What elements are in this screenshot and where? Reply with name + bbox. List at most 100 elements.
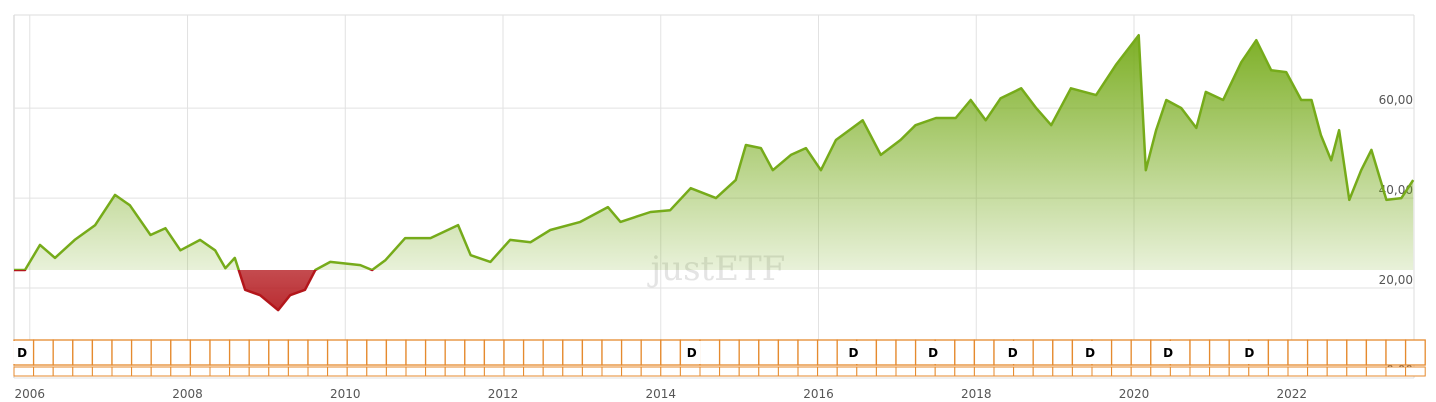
band-cell <box>444 339 466 366</box>
band-cell <box>346 366 368 377</box>
band-cell <box>464 339 486 366</box>
y-tick-label: 20,00 <box>1379 273 1413 287</box>
band-cell <box>503 366 525 377</box>
x-tick-label: 2020 <box>1119 387 1150 401</box>
area-above <box>14 35 1414 271</box>
band-cell <box>150 366 172 377</box>
band-cell <box>1209 366 1230 377</box>
band-cell <box>1346 339 1368 366</box>
x-tick-label: 2022 <box>1276 387 1307 401</box>
band-cell <box>444 366 466 377</box>
band-cell <box>248 339 270 366</box>
band-cell <box>1306 339 1328 366</box>
band-cell <box>621 366 642 377</box>
band-cell <box>1130 339 1152 366</box>
band-cell <box>483 339 505 366</box>
band-cell <box>464 366 485 377</box>
band-cell <box>33 366 54 377</box>
band-cell <box>1248 366 1269 377</box>
band-cell <box>405 339 427 366</box>
x-tick-label: 2018 <box>961 387 992 401</box>
band-cell <box>1071 366 1093 377</box>
x-tick-label: 2008 <box>172 387 203 401</box>
area-below <box>14 270 1414 311</box>
band-cell <box>1111 366 1132 377</box>
band-cell <box>385 339 407 366</box>
band-cell <box>875 366 897 377</box>
band-cell <box>581 366 603 377</box>
band-cell <box>248 366 270 377</box>
band-cell <box>1208 339 1230 366</box>
band-cell <box>719 366 740 377</box>
band-cell <box>816 339 838 366</box>
dividend-label: D <box>1163 346 1173 360</box>
band-cell <box>268 339 290 366</box>
band-cell <box>91 339 113 366</box>
band-cell <box>170 339 192 366</box>
band-cell <box>1346 366 1367 377</box>
band-cell <box>1013 366 1034 377</box>
dividend-label: D <box>687 346 697 360</box>
x-tick-label: 2016 <box>803 387 834 401</box>
band-cell <box>797 366 819 377</box>
band-cell <box>1189 339 1211 366</box>
dividend-label: D <box>1008 346 1018 360</box>
band-cell <box>522 339 544 366</box>
dividend-label: D <box>1244 346 1254 360</box>
band-cell <box>91 366 113 377</box>
band-cell <box>209 339 231 366</box>
band-cell <box>1385 339 1407 366</box>
band-cell <box>738 339 760 366</box>
band-cell <box>718 339 740 366</box>
band-cell <box>425 366 446 377</box>
dividend-label: D <box>1085 346 1095 360</box>
line-above <box>14 33 1415 271</box>
band-cell <box>973 366 995 377</box>
band-cell <box>1326 366 1348 377</box>
band-cell <box>1052 339 1074 366</box>
band-cell <box>954 366 975 377</box>
band-cell <box>1052 366 1073 377</box>
band-cell <box>111 339 133 366</box>
dividend-cell <box>924 341 943 364</box>
band-cell <box>13 366 35 377</box>
band-cell <box>287 339 309 366</box>
dividend-cell <box>13 341 32 364</box>
band-cell <box>52 339 74 366</box>
band-cell <box>856 366 877 377</box>
band-cell <box>189 339 211 366</box>
band-cell <box>601 366 623 377</box>
band-cell <box>72 339 94 366</box>
band-cell <box>875 339 897 366</box>
band-cell <box>601 339 623 366</box>
band-cell <box>307 339 329 366</box>
band-cell <box>1032 366 1054 377</box>
band-cell <box>327 366 348 377</box>
dividend-cell <box>1081 341 1100 364</box>
band-cell <box>503 339 525 366</box>
band-cell <box>1365 366 1387 377</box>
band-cell <box>523 366 544 377</box>
band-cell <box>1385 366 1407 377</box>
band-cell <box>1267 339 1289 366</box>
band-cell <box>758 366 779 377</box>
band-cell <box>228 339 250 366</box>
band-cell <box>346 339 368 366</box>
band-cell <box>640 366 662 377</box>
band-cell <box>424 339 446 366</box>
band-cell <box>72 366 93 377</box>
band-cell <box>1326 339 1348 366</box>
band-cell <box>895 366 917 377</box>
band-cell <box>209 366 231 377</box>
y-tick-label: 60,00 <box>1379 93 1413 107</box>
band-cell <box>1287 339 1309 366</box>
band-cell <box>758 339 780 366</box>
band-cell <box>366 339 388 366</box>
dividend-cell <box>1003 341 1022 364</box>
band-cell <box>1405 366 1426 377</box>
band-cell <box>131 366 152 377</box>
band-cell <box>915 366 936 377</box>
band-cell <box>699 339 721 366</box>
band-cell <box>562 339 584 366</box>
